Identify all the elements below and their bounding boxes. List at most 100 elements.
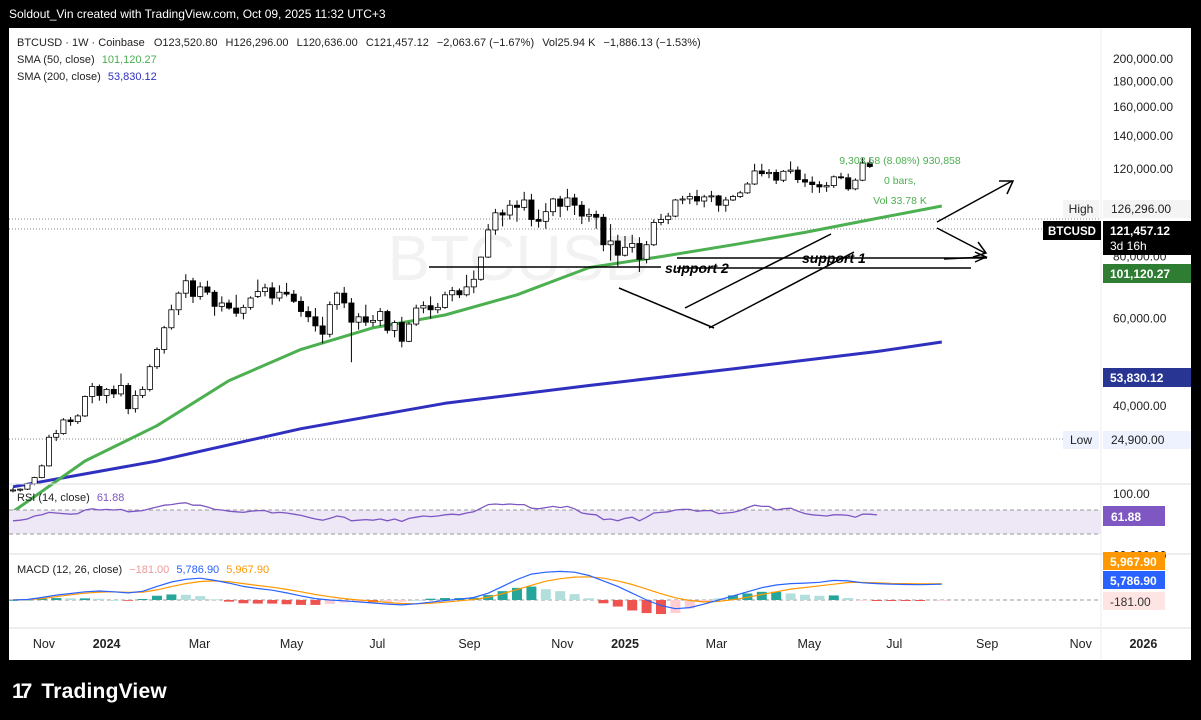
candle-down[interactable]	[305, 311, 312, 318]
channel-line-upper[interactable]	[684, 233, 832, 309]
candle-up[interactable]	[859, 162, 866, 181]
candle-up[interactable]	[852, 179, 859, 190]
candle-up[interactable]	[31, 477, 38, 485]
candle-down[interactable]	[211, 291, 218, 307]
candle-down[interactable]	[319, 325, 326, 335]
candle-down[interactable]	[269, 287, 276, 299]
candle-up[interactable]	[744, 183, 751, 194]
candle-up[interactable]	[607, 240, 614, 246]
candle-up[interactable]	[506, 204, 513, 216]
candle-up[interactable]	[161, 327, 168, 350]
candle-up[interactable]	[622, 246, 629, 256]
candle-down[interactable]	[794, 169, 801, 181]
candle-up[interactable]	[434, 306, 441, 311]
candle-up[interactable]	[586, 213, 593, 217]
chart-svg[interactable]: BTCUSD BTCUSD · 1W · Coinbase O123,520.8…	[9, 28, 1191, 660]
candle-down[interactable]	[341, 292, 348, 304]
candle-up[interactable]	[730, 196, 737, 201]
candle-up[interactable]	[333, 292, 340, 306]
candle-down[interactable]	[593, 213, 600, 218]
candle-up[interactable]	[564, 197, 571, 207]
candle-down[interactable]	[600, 216, 607, 246]
candle-up[interactable]	[17, 488, 24, 491]
candle-down[interactable]	[571, 197, 578, 206]
candle-up[interactable]	[751, 170, 758, 185]
projection-up-arrow[interactable]	[936, 180, 1013, 223]
candle-down[interactable]	[866, 162, 873, 167]
candle-down[interactable]	[362, 316, 369, 323]
down-trend-line[interactable]	[618, 287, 715, 329]
candle-up[interactable]	[74, 415, 81, 423]
channel-line-lower[interactable]	[708, 251, 855, 329]
candle-up[interactable]	[485, 229, 492, 258]
candle-up[interactable]	[643, 244, 650, 260]
candle-up[interactable]	[492, 212, 499, 231]
candle-down[interactable]	[189, 280, 196, 297]
candle-up[interactable]	[139, 389, 146, 396]
candle-up[interactable]	[629, 243, 636, 248]
candle-down[interactable]	[636, 243, 643, 260]
candle-down[interactable]	[96, 386, 103, 396]
candle-up[interactable]	[355, 316, 362, 323]
candle-up[interactable]	[118, 385, 125, 395]
candle-down[interactable]	[110, 389, 117, 395]
candle-up[interactable]	[146, 366, 153, 390]
candle-up[interactable]	[413, 307, 420, 325]
candle-down[interactable]	[845, 177, 852, 190]
candle-down[interactable]	[384, 311, 391, 331]
candle-up[interactable]	[463, 286, 470, 296]
candle-up[interactable]	[247, 297, 254, 308]
candle-down[interactable]	[67, 419, 74, 423]
candle-up[interactable]	[197, 286, 204, 297]
candle-up[interactable]	[542, 211, 549, 222]
candle-down[interactable]	[816, 184, 823, 188]
candle-up[interactable]	[722, 199, 729, 206]
candle-up[interactable]	[38, 465, 45, 478]
candle-up[interactable]	[521, 199, 528, 208]
candle-down[interactable]	[809, 181, 816, 185]
candle-up[interactable]	[132, 395, 139, 410]
candle-up[interactable]	[823, 185, 830, 188]
candle-up[interactable]	[679, 198, 686, 201]
candle-up[interactable]	[276, 291, 283, 299]
time-axis[interactable]: Nov 2024 Mar May Jul Sep Nov 2025 Mar May Jul Sep No…	[33, 637, 1158, 651]
candle-down[interactable]	[125, 385, 132, 410]
candle-up[interactable]	[470, 278, 477, 288]
candle-up[interactable]	[665, 215, 672, 220]
candle-up[interactable]	[89, 386, 96, 397]
candle-down[interactable]	[204, 286, 211, 293]
candle-up[interactable]	[82, 396, 89, 417]
projection-flat-arrow[interactable]	[943, 256, 986, 260]
candle-up[interactable]	[477, 256, 484, 280]
candle-down[interactable]	[614, 240, 621, 256]
candle-up[interactable]	[780, 170, 787, 181]
candle-up[interactable]	[377, 311, 384, 321]
candle-up[interactable]	[168, 309, 175, 329]
candle-up[interactable]	[650, 222, 657, 246]
candle-down[interactable]	[557, 198, 564, 207]
candle-up[interactable]	[672, 199, 679, 217]
candle-up[interactable]	[218, 302, 225, 307]
candle-up[interactable]	[405, 323, 412, 342]
candle-up[interactable]	[261, 287, 268, 292]
candle-down[interactable]	[715, 195, 722, 206]
projection-down-arrow[interactable]	[936, 227, 986, 254]
candle-up[interactable]	[766, 171, 773, 175]
candle-up[interactable]	[391, 322, 398, 331]
candles[interactable]	[9, 158, 873, 493]
candle-down[interactable]	[225, 302, 232, 309]
candle-up[interactable]	[830, 176, 837, 186]
candle-up[interactable]	[326, 304, 333, 335]
candle-up[interactable]	[175, 292, 182, 311]
candle-down[interactable]	[838, 176, 845, 179]
candle-down[interactable]	[758, 170, 765, 175]
candle-down[interactable]	[694, 196, 701, 202]
candle-up[interactable]	[153, 349, 160, 368]
candle-down[interactable]	[578, 204, 585, 217]
candle-up[interactable]	[441, 294, 448, 308]
candle-up[interactable]	[420, 305, 427, 309]
candle-down[interactable]	[348, 302, 355, 323]
candle-down[interactable]	[456, 290, 463, 296]
candle-down[interactable]	[427, 305, 434, 311]
drawings[interactable]	[429, 180, 1015, 329]
